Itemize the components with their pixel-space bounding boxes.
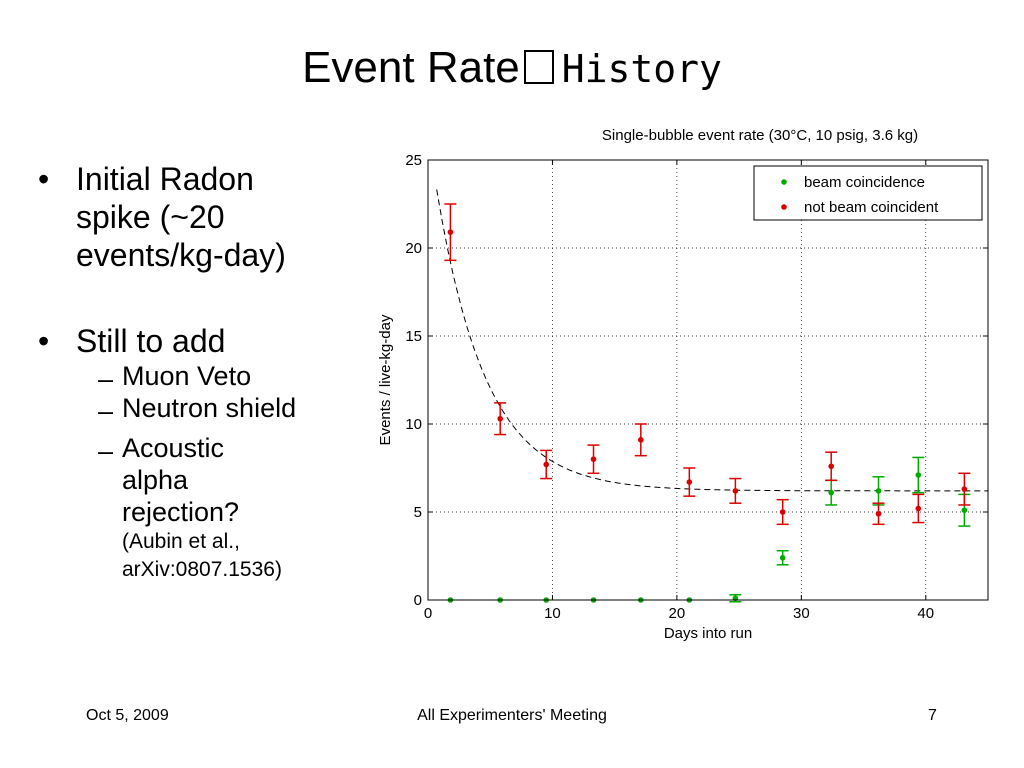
- data-point: [828, 463, 834, 470]
- dash-icon: –: [98, 364, 114, 394]
- event-rate-chart: Single-bubble event rate (30°C, 10 psig,…: [377, 127, 989, 642]
- slide-title: Event Rate History: [0, 40, 1024, 97]
- legend-marker: [781, 179, 787, 185]
- data-point: [590, 456, 597, 463]
- data-point: [686, 479, 693, 485]
- legend-marker: [781, 204, 787, 210]
- sub-bullet-muon-veto: – Muon Veto: [76, 360, 356, 394]
- data-point: [497, 415, 503, 422]
- x-axis-label: Days into run: [664, 625, 752, 642]
- bullet-radon-spike: • Initial Radon spike (~20 events/kg-day…: [36, 160, 356, 274]
- data-point: [779, 554, 786, 561]
- slide-title-history: History: [561, 47, 722, 91]
- grid-lines: [428, 160, 988, 600]
- y-tick-label: 25: [405, 152, 422, 169]
- data-point: [447, 229, 454, 235]
- fit-curve: [436, 189, 988, 492]
- dash-icon: –: [98, 396, 114, 426]
- series-beam-coincidence: [447, 456, 971, 603]
- y-tick-label: 10: [405, 416, 422, 433]
- y-tick-label: 20: [405, 240, 422, 257]
- bullet-line: spike (~20: [76, 199, 225, 235]
- data-point: [915, 505, 922, 512]
- data-point: [543, 461, 550, 468]
- sub-bullet-line: Muon Veto: [122, 361, 252, 391]
- y-tick-label: 0: [414, 592, 422, 609]
- x-tick-label: 40: [917, 605, 934, 622]
- x-tick-label: 0: [424, 605, 432, 622]
- data-point: [732, 488, 739, 494]
- data-point: [638, 437, 644, 443]
- x-tick-label: 10: [544, 605, 561, 622]
- data-point: [961, 486, 968, 492]
- slide-title-text: Event Rate: [302, 43, 520, 92]
- sub-bullet-neutron-shield: – Neutron shield: [76, 392, 356, 426]
- bullet-dot-icon: •: [38, 323, 50, 359]
- footer-date: Oct 5, 2009: [86, 707, 169, 724]
- sub-bullet-list: – Muon Veto – Neutron shield – Acoustic …: [76, 360, 356, 584]
- legend-label: beam coincidence: [804, 174, 925, 191]
- x-tick-label: 30: [793, 605, 810, 622]
- legend: beam coincidence not beam coincident: [753, 165, 983, 221]
- bullet-line: Still to add: [76, 323, 226, 359]
- citation-line: (Aubin et al.,: [122, 530, 240, 553]
- data-point: [915, 472, 922, 478]
- bullet-line: Initial Radon: [76, 161, 254, 197]
- missing-glyph-box: [523, 50, 554, 84]
- sub-bullet-line: Neutron shield: [122, 393, 297, 423]
- chart-title: Single-bubble event rate (30°C, 10 psig,…: [602, 127, 918, 144]
- y-tick-label: 5: [414, 504, 422, 521]
- bullet-dot-icon: •: [38, 161, 50, 197]
- legend-label: not beam coincident: [804, 199, 939, 216]
- plot-frame: [427, 159, 989, 601]
- y-tick-label: 15: [405, 328, 422, 345]
- data-point: [779, 509, 786, 515]
- bullet-still-to-add: • Still to add – Muon Veto – Neutron shi…: [36, 322, 356, 584]
- sub-bullet-acoustic-alpha: – Acoustic alpha rejection? (Aubin et al…: [76, 432, 356, 584]
- bullet-list: • Initial Radon spike (~20 events/kg-day…: [36, 160, 356, 632]
- data-point: [961, 507, 968, 514]
- sub-bullet-line: alpha: [122, 465, 189, 495]
- sub-bullet-line: Acoustic: [122, 433, 225, 463]
- bullet-line: events/kg-day): [76, 237, 286, 273]
- x-tick-label: 20: [669, 605, 686, 622]
- data-series: [444, 203, 971, 603]
- footer-page-number: 7: [928, 707, 937, 724]
- axis-ticks: 0 10 20 30 40 0 5 10 15 20 25: [405, 152, 988, 622]
- sub-bullet-line: rejection?: [122, 497, 240, 527]
- data-point: [828, 489, 834, 496]
- exponential-fit-line: [436, 189, 988, 492]
- data-point: [875, 488, 882, 494]
- citation-line: arXiv:0807.1536): [122, 558, 282, 581]
- series-not-beam-coincident: [444, 203, 971, 526]
- y-axis-label: Events / live-kg-day: [377, 314, 394, 445]
- data-point: [875, 510, 882, 517]
- dash-icon: –: [98, 436, 114, 466]
- footer-meeting: All Experimenters' Meeting: [417, 707, 607, 724]
- legend-box: [753, 165, 983, 221]
